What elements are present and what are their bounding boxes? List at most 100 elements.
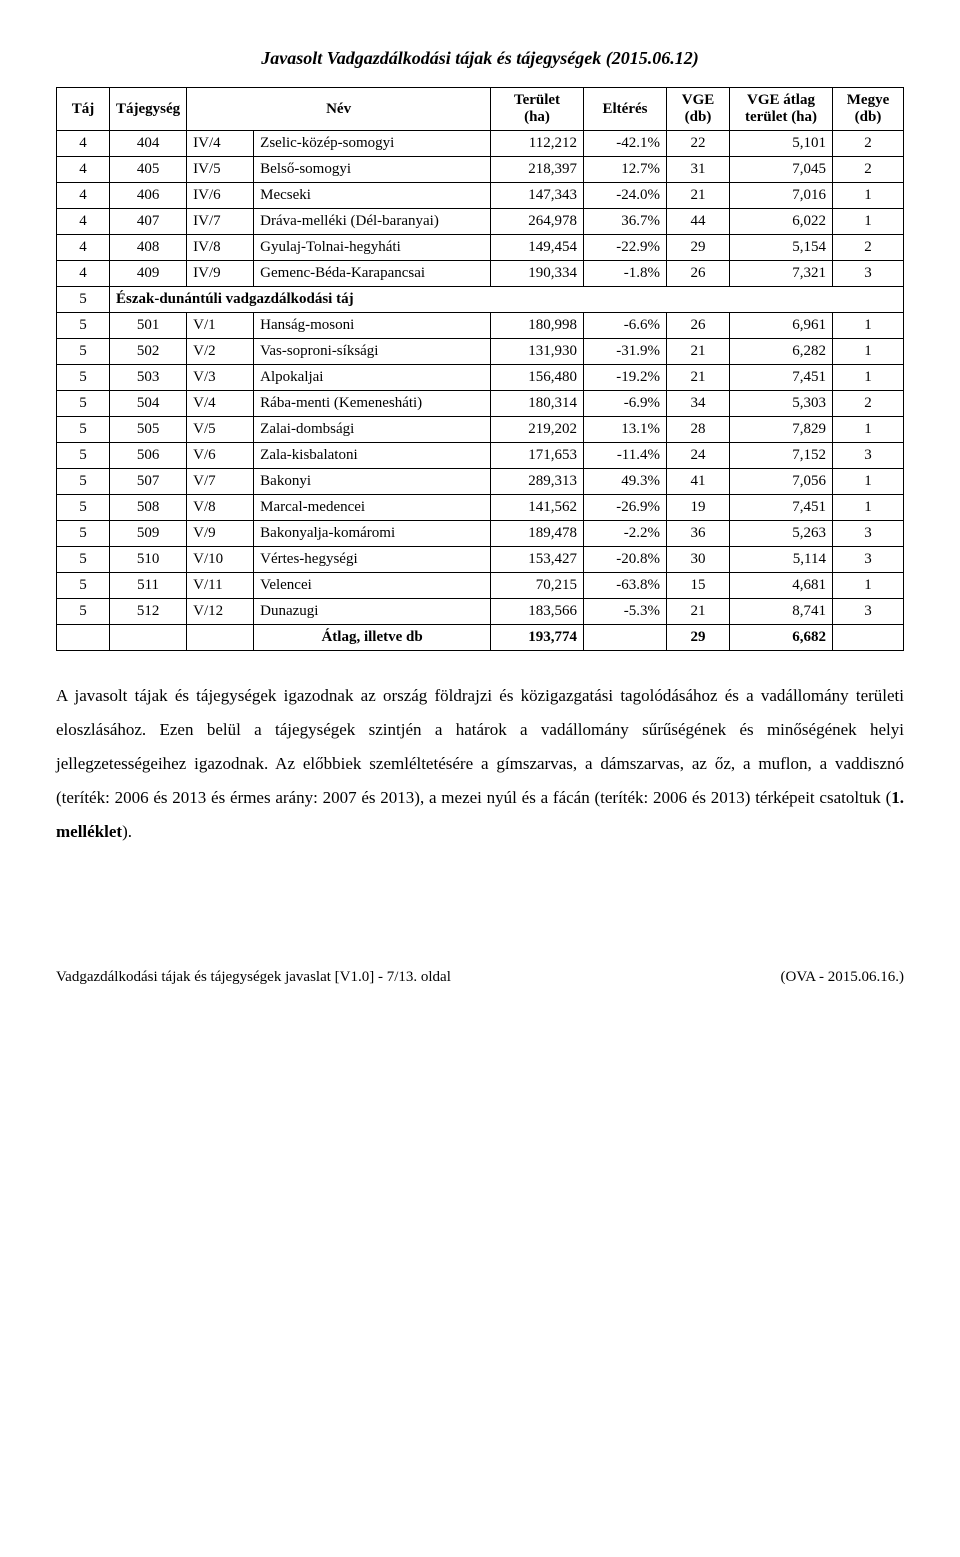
cell-meg: 1 [833, 573, 904, 599]
cell-name: Gemenc-Béda-Karapancsai [254, 261, 491, 287]
cell-vge: 26 [667, 313, 730, 339]
cell-avg: 7,321 [730, 261, 833, 287]
cell-vge: 36 [667, 521, 730, 547]
cell-avg: 7,152 [730, 443, 833, 469]
cell-dev: -42.1% [584, 131, 667, 157]
cell-vge: 28 [667, 417, 730, 443]
cell-tajegyseg: 504 [110, 391, 187, 417]
cell-dev: -20.8% [584, 547, 667, 573]
cell-avg: 5,154 [730, 235, 833, 261]
cell-vge: 21 [667, 599, 730, 625]
cell-name: Zala-kisbalatoni [254, 443, 491, 469]
cell-vge: 34 [667, 391, 730, 417]
cell-area: 149,454 [491, 235, 584, 261]
cell-name: Rába-menti (Kemenesháti) [254, 391, 491, 417]
cell-avg: 7,045 [730, 157, 833, 183]
cell-meg: 1 [833, 495, 904, 521]
table-row: 4409IV/9Gemenc-Béda-Karapancsai190,334-1… [57, 261, 904, 287]
cell-code: V/2 [187, 339, 254, 365]
cell-code: V/10 [187, 547, 254, 573]
cell-avg: 4,681 [730, 573, 833, 599]
table-row: 5Észak-dunántúli vadgazdálkodási táj [57, 287, 904, 313]
cell-meg: 3 [833, 443, 904, 469]
cell-meg: 1 [833, 417, 904, 443]
cell-area: 141,562 [491, 495, 584, 521]
cell-dev: 36.7% [584, 209, 667, 235]
col-taj: Táj [57, 88, 110, 131]
cell-tajegyseg: 405 [110, 157, 187, 183]
col-vge-atlag: VGE átlagterület (ha) [730, 88, 833, 131]
footer-left: Vadgazdálkodási tájak és tájegységek jav… [56, 969, 451, 986]
cell-dev: -24.0% [584, 183, 667, 209]
cell-code: V/6 [187, 443, 254, 469]
cell-tajegyseg: 409 [110, 261, 187, 287]
table-row: 5501V/1Hanság-mosoni180,998-6.6%266,9611 [57, 313, 904, 339]
cell-dev: -6.9% [584, 391, 667, 417]
table-row: 5502V/2Vas-soproni-síksági131,930-31.9%2… [57, 339, 904, 365]
cell-vge: 21 [667, 183, 730, 209]
cell-vge: 44 [667, 209, 730, 235]
cell-meg: 2 [833, 235, 904, 261]
col-tajegyseg: Tájegység [110, 88, 187, 131]
cell-vge: 30 [667, 547, 730, 573]
summary-meg [833, 625, 904, 651]
summary-area: 193,774 [491, 625, 584, 651]
body-paragraph: A javasolt tájak és tájegységek igazodna… [56, 679, 904, 849]
cell-code: V/5 [187, 417, 254, 443]
cell-avg: 7,016 [730, 183, 833, 209]
summary-blank [187, 625, 254, 651]
cell-code: IV/5 [187, 157, 254, 183]
cell-area: 131,930 [491, 339, 584, 365]
cell-area: 180,314 [491, 391, 584, 417]
cell-tajegyseg: 404 [110, 131, 187, 157]
table-row: 5509V/9Bakonyalja-komáromi189,478-2.2%36… [57, 521, 904, 547]
cell-taj: 5 [57, 339, 110, 365]
cell-meg: 2 [833, 157, 904, 183]
cell-meg: 1 [833, 313, 904, 339]
cell-taj: 5 [57, 443, 110, 469]
cell-name: Bakonyi [254, 469, 491, 495]
col-elteres: Eltérés [584, 88, 667, 131]
cell-taj: 5 [57, 417, 110, 443]
table-row: 5505V/5Zalai-dombsági219,20213.1%287,829… [57, 417, 904, 443]
cell-avg: 5,303 [730, 391, 833, 417]
para-part1: A javasolt tájak és tájegységek igazodna… [56, 686, 904, 807]
cell-area: 219,202 [491, 417, 584, 443]
cell-taj: 4 [57, 157, 110, 183]
cell-area: 112,212 [491, 131, 584, 157]
cell-tajegyseg: 406 [110, 183, 187, 209]
cell-vge: 26 [667, 261, 730, 287]
table-row: 5506V/6Zala-kisbalatoni171,653-11.4%247,… [57, 443, 904, 469]
cell-code: IV/9 [187, 261, 254, 287]
cell-area: 289,313 [491, 469, 584, 495]
cell-code: IV/7 [187, 209, 254, 235]
table-row: 5507V/7Bakonyi289,31349.3%417,0561 [57, 469, 904, 495]
summary-label: Átlag, illetve db [254, 625, 491, 651]
cell-dev: -26.9% [584, 495, 667, 521]
data-table: Táj Tájegység Név Terület(ha) Eltérés VG… [56, 87, 904, 651]
cell-avg: 5,263 [730, 521, 833, 547]
table-row: 5510V/10Vértes-hegységi153,427-20.8%305,… [57, 547, 904, 573]
table-row: 4404IV/4Zselic-közép-somogyi112,212-42.1… [57, 131, 904, 157]
cell-area: 171,653 [491, 443, 584, 469]
summary-dev [584, 625, 667, 651]
col-terulet: Terület(ha) [491, 88, 584, 131]
cell-meg: 1 [833, 183, 904, 209]
cell-meg: 2 [833, 131, 904, 157]
cell-taj: 5 [57, 521, 110, 547]
cell-meg: 1 [833, 209, 904, 235]
cell-tajegyseg: 506 [110, 443, 187, 469]
cell-tajegyseg: 408 [110, 235, 187, 261]
section-label: Észak-dunántúli vadgazdálkodási táj [110, 287, 904, 313]
cell-tajegyseg: 407 [110, 209, 187, 235]
cell-tajegyseg: 512 [110, 599, 187, 625]
cell-name: Gyulaj-Tolnai-hegyháti [254, 235, 491, 261]
para-part2: ). [122, 822, 132, 841]
cell-avg: 5,114 [730, 547, 833, 573]
cell-dev: 49.3% [584, 469, 667, 495]
cell-dev: -31.9% [584, 339, 667, 365]
cell-name: Zalai-dombsági [254, 417, 491, 443]
cell-taj: 5 [57, 547, 110, 573]
cell-code: V/3 [187, 365, 254, 391]
cell-vge: 21 [667, 339, 730, 365]
